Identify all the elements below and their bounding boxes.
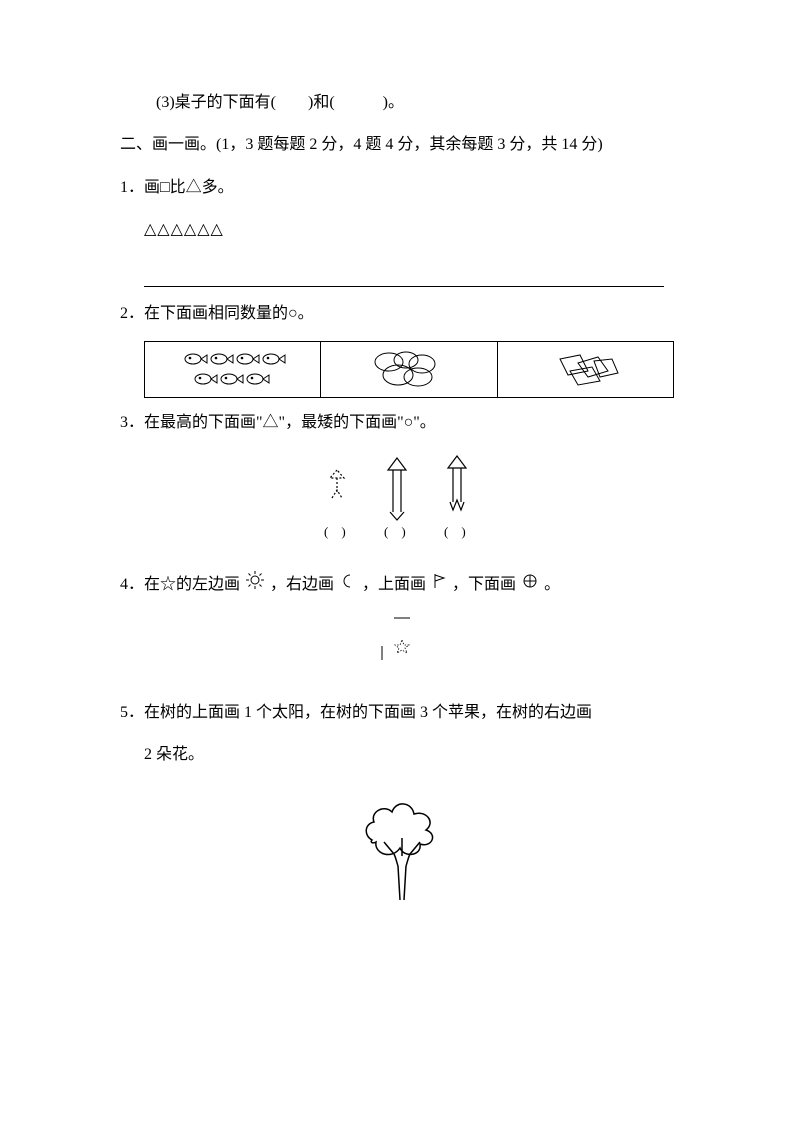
fish-group-icon: [178, 347, 288, 391]
earth-icon: [522, 570, 538, 600]
q4-mid3: ，下面画: [452, 576, 516, 593]
q2-cell-clouds: [321, 341, 497, 397]
q4-prefix: 4．在☆的左边画: [120, 576, 240, 593]
q3: 3．在最高的下面画"△"，最矮的下面画"○"。: [120, 408, 683, 438]
q5-figure: [120, 790, 683, 921]
q5-text2: 2 朵花。: [144, 746, 204, 763]
book-group-icon: [530, 347, 640, 391]
q2: 2．在下面画相同数量的○。: [120, 299, 683, 329]
q1-shapes: △△△△△△: [144, 221, 224, 238]
moon-icon: [340, 570, 356, 600]
q1-answer-line: [144, 286, 664, 287]
q3-figure: ( ) ( ) ( ): [120, 450, 683, 561]
q5-line1: 5．在树的上面画 1 个太阳，在树的下面画 3 个苹果，在树的右边画: [120, 698, 683, 728]
question-3-sub: (3)桌子的下面有( )和( )。: [120, 88, 683, 118]
q4-suffix: 。: [544, 576, 560, 593]
q5-line2: 2 朵花。: [120, 740, 683, 770]
q2-table: [144, 341, 674, 398]
q4: 4．在☆的左边画 ，右边画 ，上面画 ，下面画 。: [120, 570, 683, 601]
cloud-group-icon: [354, 347, 464, 391]
sun-icon: [246, 570, 264, 600]
q1: 1．画□比△多。: [120, 173, 683, 203]
q1-triangles: △△△△△△: [120, 215, 683, 245]
q3-blank-2: ( ): [384, 524, 406, 539]
q2-text: 2．在下面画相同数量的○。: [120, 305, 314, 322]
tree-icon: [342, 790, 462, 910]
q2-cell-fish: [145, 341, 321, 397]
q2-cell-books: [497, 341, 673, 397]
q4-star-layout-icon: [362, 612, 442, 668]
q3-blank-1: ( ): [324, 524, 346, 539]
q3-text: 3．在最高的下面画"△"，最矮的下面画"○"。: [120, 414, 436, 431]
flag-icon: [432, 570, 446, 600]
q2-table-wrap: [144, 341, 683, 398]
q3-blank-3: ( ): [444, 524, 466, 539]
q4-mid1: ，右边画: [270, 576, 334, 593]
q1-text: 1．画□比△多。: [120, 179, 234, 196]
q4-mid2: ，上面画: [362, 576, 426, 593]
q5-text1: 5．在树的上面画 1 个太阳，在树的下面画 3 个苹果，在树的右边画: [120, 704, 592, 721]
section-2-header: 二、画一画。(1，3 题每题 2 分，4 题 4 分，其余每题 3 分，共 14…: [120, 130, 683, 160]
q4-figure: [120, 612, 683, 679]
section-2-text: 二、画一画。(1，3 题每题 2 分，4 题 4 分，其余每题 3 分，共 14…: [120, 136, 603, 153]
q3-arrows-icon: ( ) ( ) ( ): [272, 450, 532, 550]
q3-sub-text: (3)桌子的下面有( )和( )。: [156, 94, 404, 111]
